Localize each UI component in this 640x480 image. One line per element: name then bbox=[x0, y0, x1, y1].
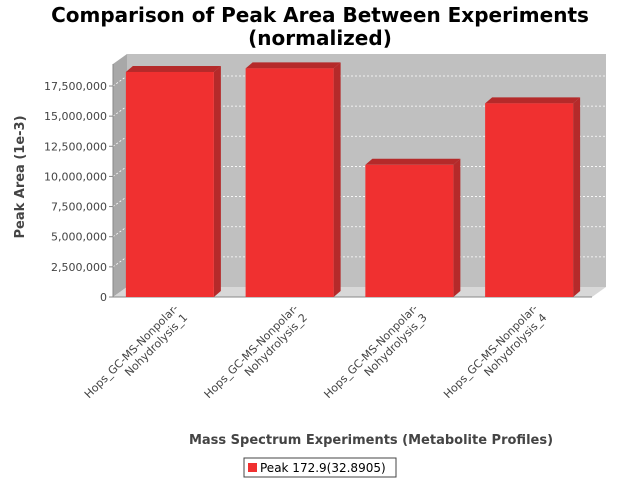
y-tick-label: 10,000,000 bbox=[44, 170, 107, 183]
bar bbox=[125, 71, 214, 297]
y-tick-label: 7,500,000 bbox=[51, 201, 107, 214]
x-tick-label-line: Hops_GC-MS-Nonpolar- bbox=[321, 302, 420, 401]
chart-title-line: Comparison of Peak Area Between Experime… bbox=[51, 3, 589, 27]
legend-label: Peak 172.9(32.8905) bbox=[260, 461, 386, 475]
x-tick-label: Hops_GC-MS-Nonpolar-Nohydrolysis_3 bbox=[321, 302, 429, 410]
x-tick-label-line: Hops_GC-MS-Nonpolar- bbox=[82, 302, 181, 401]
y-tick-label: 15,000,000 bbox=[44, 110, 107, 123]
x-tick-label: Hops_GC-MS-Nonpolar-Nohydrolysis_1 bbox=[82, 302, 190, 410]
grid-line bbox=[112, 75, 128, 87]
grid-line bbox=[112, 226, 128, 238]
chart-title: Comparison of Peak Area Between Experime… bbox=[51, 3, 589, 50]
grid-line bbox=[112, 166, 128, 177]
x-axis-categories: Hops_GC-MS-Nonpolar-Nohydrolysis_1 Hops_G… bbox=[82, 302, 549, 410]
bar bbox=[485, 103, 574, 297]
bar-side bbox=[573, 97, 581, 297]
bar-side bbox=[333, 62, 341, 298]
bar-top bbox=[245, 62, 341, 69]
x-tick-label-line: Hops_GC-MS-Nonpolar- bbox=[441, 302, 540, 401]
bar bbox=[365, 164, 454, 297]
x-tick-label-line: Hops_GC-MS-Nonpolar- bbox=[202, 302, 301, 401]
y-tick-label: 2,500,000 bbox=[51, 261, 107, 274]
bar-side bbox=[453, 158, 461, 297]
bar-top bbox=[365, 158, 461, 165]
floor bbox=[113, 287, 606, 297]
y-tick-label: 12,500,000 bbox=[44, 140, 107, 153]
grid-line bbox=[112, 196, 128, 207]
grid-line bbox=[112, 256, 128, 268]
bar bbox=[245, 68, 334, 298]
x-axis-label: Mass Spectrum Experiments (Metabolite Pr… bbox=[189, 433, 553, 448]
legend: Peak 172.9(32.8905) bbox=[243, 457, 397, 478]
grid-line bbox=[112, 135, 128, 147]
bar-top bbox=[125, 65, 221, 72]
y-tick-label: 0 bbox=[100, 291, 107, 304]
y-tick-label: 5,000,000 bbox=[51, 231, 107, 244]
y-axis-ticks: 0 2,500,000 5,000,000 7,500,000 10,000,000 12… bbox=[44, 80, 113, 304]
y-tick-label: 17,500,000 bbox=[44, 80, 107, 93]
bar-top bbox=[485, 97, 581, 104]
y-axis-label: Peak Area (1e-3) bbox=[13, 115, 28, 238]
grid-line bbox=[112, 105, 128, 117]
x-tick-label: Hops_GC-MS-Nonpolar-Nohydrolysis_2 bbox=[202, 302, 310, 410]
x-tick-label: Hops_GC-MS-Nonpolar-Nohydrolysis_4 bbox=[441, 302, 549, 410]
bar-side bbox=[213, 65, 221, 297]
legend-swatch bbox=[248, 463, 257, 472]
bars bbox=[125, 62, 581, 298]
legend-box bbox=[243, 457, 397, 478]
left-wall bbox=[113, 54, 127, 297]
chart-title-line: (normalized) bbox=[248, 26, 392, 50]
